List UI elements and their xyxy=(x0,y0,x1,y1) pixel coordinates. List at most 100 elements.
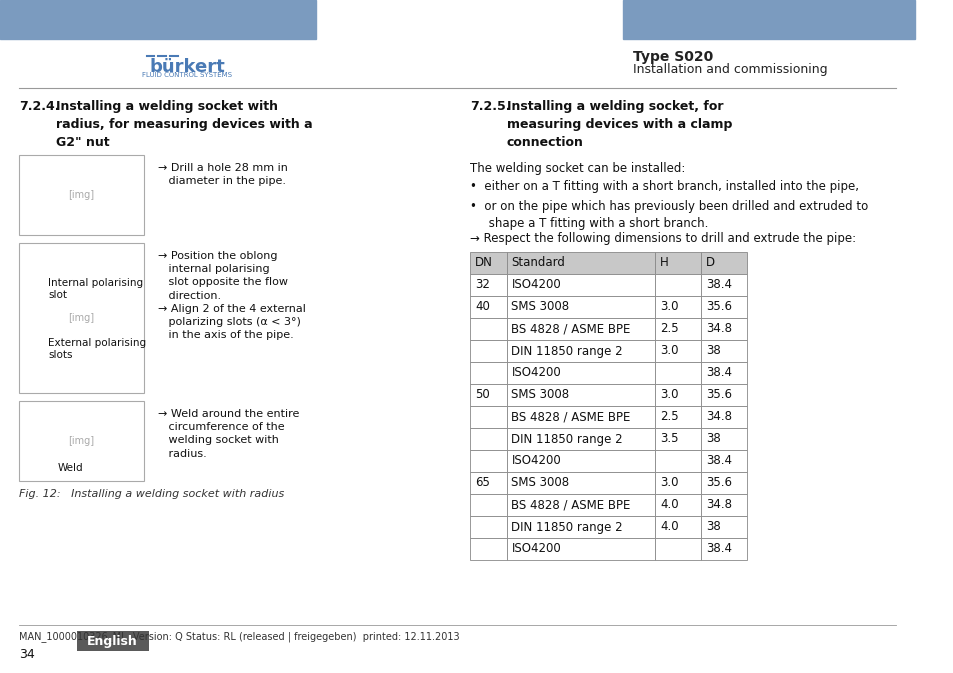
Bar xyxy=(506,516,655,538)
Text: 38: 38 xyxy=(705,433,720,446)
Text: 32: 32 xyxy=(475,279,489,291)
Bar xyxy=(655,296,700,318)
Bar xyxy=(655,384,700,406)
Bar xyxy=(655,450,700,472)
Bar xyxy=(655,428,700,450)
Bar xyxy=(506,428,655,450)
Bar xyxy=(655,516,700,538)
Text: 3.5: 3.5 xyxy=(659,433,678,446)
Text: SMS 3008: SMS 3008 xyxy=(511,301,569,314)
Bar xyxy=(506,362,655,384)
Text: Installation and commissioning: Installation and commissioning xyxy=(633,63,827,76)
Bar xyxy=(655,538,700,560)
Bar xyxy=(655,494,700,516)
Text: bürkert: bürkert xyxy=(149,58,225,76)
Bar xyxy=(506,340,655,362)
Bar xyxy=(700,450,746,472)
Text: 2.5: 2.5 xyxy=(659,411,678,423)
Bar xyxy=(506,384,655,406)
Text: ISO4200: ISO4200 xyxy=(511,542,560,555)
Bar xyxy=(622,0,914,39)
Bar xyxy=(506,318,655,340)
Text: MAN_1000010326_ML  Version: Q Status: RL (released | freigegeben)  printed: 12.1: MAN_1000010326_ML Version: Q Status: RL … xyxy=(19,631,459,642)
Text: 4.0: 4.0 xyxy=(659,499,678,511)
Bar xyxy=(470,472,506,494)
Bar xyxy=(470,516,506,538)
Bar xyxy=(470,296,506,318)
Text: 34.8: 34.8 xyxy=(705,322,731,336)
Bar xyxy=(470,340,506,362)
Text: •  either on a T fitting with a short branch, installed into the pipe,: • either on a T fitting with a short bra… xyxy=(470,180,859,193)
Bar xyxy=(506,296,655,318)
Bar xyxy=(700,252,746,274)
Bar xyxy=(470,428,506,450)
Bar xyxy=(76,631,149,651)
Text: BS 4828 / ASME BPE: BS 4828 / ASME BPE xyxy=(511,411,630,423)
Text: 35.6: 35.6 xyxy=(705,301,731,314)
Text: Standard: Standard xyxy=(511,256,565,269)
Text: ISO4200: ISO4200 xyxy=(511,279,560,291)
Text: 40: 40 xyxy=(475,301,489,314)
Bar xyxy=(506,406,655,428)
Text: ISO4200: ISO4200 xyxy=(511,367,560,380)
Text: H: H xyxy=(659,256,668,269)
Text: 2.5: 2.5 xyxy=(659,322,678,336)
Bar xyxy=(470,384,506,406)
Bar xyxy=(470,318,506,340)
Text: Type S020: Type S020 xyxy=(633,50,713,64)
Text: BS 4828 / ASME BPE: BS 4828 / ASME BPE xyxy=(511,499,630,511)
Text: ISO4200: ISO4200 xyxy=(511,454,560,468)
Text: The welding socket can be installed:: The welding socket can be installed: xyxy=(470,162,685,175)
Bar xyxy=(506,274,655,296)
Text: Fig. 12:   Installing a welding socket with radius: Fig. 12: Installing a welding socket wit… xyxy=(19,489,284,499)
Bar xyxy=(700,494,746,516)
Text: 38.4: 38.4 xyxy=(705,279,731,291)
Text: 38.4: 38.4 xyxy=(705,454,731,468)
Bar xyxy=(655,274,700,296)
Bar xyxy=(506,538,655,560)
Text: 65: 65 xyxy=(475,476,489,489)
Bar xyxy=(700,296,746,318)
Bar xyxy=(0,0,315,39)
Text: 3.0: 3.0 xyxy=(659,388,678,402)
Text: [img]: [img] xyxy=(69,436,94,446)
Bar xyxy=(700,340,746,362)
Text: DN: DN xyxy=(475,256,493,269)
Text: 38: 38 xyxy=(705,345,720,357)
Bar xyxy=(655,318,700,340)
Bar xyxy=(470,450,506,472)
Bar xyxy=(700,362,746,384)
Text: 3.0: 3.0 xyxy=(659,345,678,357)
Text: 34.8: 34.8 xyxy=(705,499,731,511)
Bar xyxy=(700,274,746,296)
Text: 38: 38 xyxy=(705,520,720,534)
Bar xyxy=(700,384,746,406)
Text: 35.6: 35.6 xyxy=(705,388,731,402)
Text: External polarising
slots: External polarising slots xyxy=(48,338,146,361)
Bar xyxy=(19,155,144,235)
Text: •  or on the pipe which has previously been drilled and extruded to
     shape a: • or on the pipe which has previously be… xyxy=(470,200,867,230)
Text: Weld: Weld xyxy=(57,463,83,473)
Text: 38.4: 38.4 xyxy=(705,367,731,380)
Text: 3.0: 3.0 xyxy=(659,301,678,314)
Text: DIN 11850 range 2: DIN 11850 range 2 xyxy=(511,345,622,357)
Text: BS 4828 / ASME BPE: BS 4828 / ASME BPE xyxy=(511,322,630,336)
Bar xyxy=(700,538,746,560)
Text: Installing a welding socket with
radius, for measuring devices with a
G2" nut: Installing a welding socket with radius,… xyxy=(55,100,312,149)
Bar xyxy=(655,406,700,428)
Text: → Position the oblong
   internal polarising
   slot opposite the flow
   direct: → Position the oblong internal polarisin… xyxy=(158,251,306,340)
Bar xyxy=(19,401,144,481)
Text: D: D xyxy=(705,256,715,269)
Bar xyxy=(19,243,144,393)
Bar xyxy=(506,450,655,472)
Bar xyxy=(470,362,506,384)
Bar xyxy=(655,472,700,494)
Text: 34: 34 xyxy=(19,648,35,661)
Text: DIN 11850 range 2: DIN 11850 range 2 xyxy=(511,520,622,534)
Text: 3.0: 3.0 xyxy=(659,476,678,489)
Bar xyxy=(506,472,655,494)
Bar xyxy=(700,406,746,428)
Text: 4.0: 4.0 xyxy=(659,520,678,534)
Text: DIN 11850 range 2: DIN 11850 range 2 xyxy=(511,433,622,446)
Bar xyxy=(506,494,655,516)
